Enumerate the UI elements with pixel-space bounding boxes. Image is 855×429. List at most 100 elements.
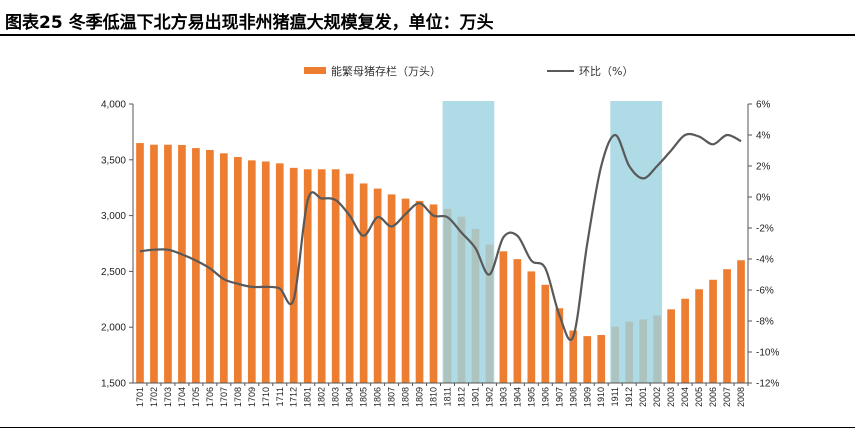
bar-1704: [178, 144, 186, 383]
x-tick-label-1701: 1701: [135, 387, 145, 407]
x-tick-label-1908: 1908: [568, 387, 578, 407]
bar-1909: [583, 336, 592, 383]
x-tick-label-1705: 1705: [191, 387, 201, 407]
right-tick-label: 6%: [756, 100, 771, 111]
x-tick-label-1902: 1902: [484, 387, 494, 407]
bar-1905: [527, 271, 536, 383]
x-tick-label-1802: 1802: [317, 387, 327, 407]
x-tick-label-2007: 2007: [722, 387, 732, 407]
right-tick-label: -10%: [756, 348, 779, 359]
shaded-period-1: [442, 101, 495, 383]
x-tick-label-1708: 1708: [233, 387, 243, 407]
title-divider: [0, 34, 855, 36]
x-tick-label-1804: 1804: [345, 387, 355, 407]
right-tick-label: 4%: [756, 131, 771, 142]
bar-1807: [387, 194, 396, 383]
legend-swatch-bars: [304, 67, 326, 74]
legend-label-line: 环比（%）: [579, 65, 633, 78]
bar-1707: [220, 153, 228, 383]
bar-1803: [331, 169, 340, 383]
x-tick-label-1811: 1811: [442, 387, 452, 406]
bar-2008: [737, 260, 745, 383]
bar-1809: [415, 200, 424, 383]
bar-1709: [247, 160, 256, 383]
right-tick-label: 2%: [756, 162, 771, 173]
bar-1710: [261, 161, 270, 383]
left-tick-label: 2,000: [101, 323, 126, 334]
x-tick-label-1711: 1711: [275, 387, 285, 406]
x-tick-label-1909: 1909: [582, 387, 592, 407]
x-tick-label-2006: 2006: [708, 387, 718, 407]
bar-2007: [723, 269, 731, 383]
legend-label-bars: 能繁母猪存栏（万头）: [331, 64, 441, 78]
x-tick-label-2005: 2005: [694, 387, 704, 407]
bar-1708: [233, 157, 242, 383]
x-tick-label-1805: 1805: [359, 387, 369, 407]
x-tick-label-1806: 1806: [373, 387, 383, 407]
right-tick-label: 0%: [756, 193, 771, 204]
x-tick-label-1709: 1709: [247, 387, 257, 407]
bar-1702: [150, 144, 158, 383]
left-tick-label: 3,500: [101, 155, 126, 166]
right-tick-label: -12%: [756, 379, 779, 390]
x-tick-label-1907: 1907: [554, 387, 564, 407]
x-tick-label-2003: 2003: [666, 387, 676, 407]
bar-1801: [303, 169, 312, 383]
x-tick-label-1912: 1912: [624, 387, 634, 407]
x-tick-label-2001: 2001: [638, 387, 648, 407]
bottom-divider: [0, 427, 855, 428]
bar-1703: [164, 144, 172, 383]
x-tick-label-1710: 1710: [261, 387, 271, 407]
bar-1910: [597, 335, 606, 383]
x-tick-label-1905: 1905: [526, 387, 536, 407]
bar-1804: [345, 173, 354, 383]
bar-1806: [373, 188, 382, 383]
bar-2006: [709, 279, 717, 383]
bar-1701: [136, 143, 144, 383]
x-tick-label-1901: 1901: [470, 387, 480, 407]
x-tick-label-1712: 1712: [289, 387, 299, 407]
bar-1706: [206, 149, 214, 383]
bar-1904: [513, 259, 522, 383]
x-tick-label-1903: 1903: [498, 387, 508, 407]
x-tick-label-2004: 2004: [680, 387, 690, 407]
right-tick-label: -8%: [756, 317, 774, 328]
x-tick-label-1808: 1808: [401, 387, 411, 407]
x-tick-label-2002: 2002: [652, 387, 662, 407]
x-tick-label-1906: 1906: [540, 387, 550, 407]
x-tick-label-1809: 1809: [415, 387, 425, 407]
x-tick-label-1803: 1803: [331, 387, 341, 407]
x-tick-label-2008: 2008: [736, 387, 746, 407]
bar-1907: [555, 308, 564, 383]
x-tick-label-1704: 1704: [177, 387, 187, 407]
bar-1712: [289, 167, 298, 383]
bar-1802: [317, 169, 326, 383]
x-tick-label-1812: 1812: [456, 387, 466, 407]
x-tick-label-1904: 1904: [512, 387, 522, 407]
x-tick-label-1706: 1706: [205, 387, 215, 407]
bar-1810: [429, 204, 438, 383]
bar-1808: [401, 198, 410, 383]
figure-title: 图表25 冬季低温下北方易出现非州猪瘟大规模复发，单位：万头: [5, 13, 494, 33]
left-tick-label: 4,000: [101, 100, 126, 111]
bar-1711: [275, 163, 284, 383]
bar-1908: [569, 330, 578, 383]
shaded-period-2: [610, 101, 663, 383]
right-tick-label: -2%: [756, 224, 774, 235]
bar-2005: [695, 289, 703, 383]
right-tick-label: -4%: [756, 255, 774, 266]
x-tick-label-1801: 1801: [303, 387, 313, 407]
x-tick-label-1702: 1702: [149, 387, 159, 407]
x-tick-label-1910: 1910: [596, 387, 606, 407]
left-tick-label: 2,500: [101, 267, 126, 278]
x-tick-label-1703: 1703: [163, 387, 173, 407]
bar-2003: [667, 309, 675, 383]
bar-2004: [681, 298, 689, 383]
right-tick-label: -6%: [756, 286, 774, 297]
left-tick-label: 1,500: [101, 379, 126, 390]
x-tick-label-1707: 1707: [219, 387, 229, 407]
bar-1906: [541, 284, 550, 383]
left-tick-label: 3,000: [101, 211, 126, 222]
figure-header: 图表25 冬季低温下北方易出现非州猪瘟大规模复发，单位：万头: [0, 0, 855, 34]
